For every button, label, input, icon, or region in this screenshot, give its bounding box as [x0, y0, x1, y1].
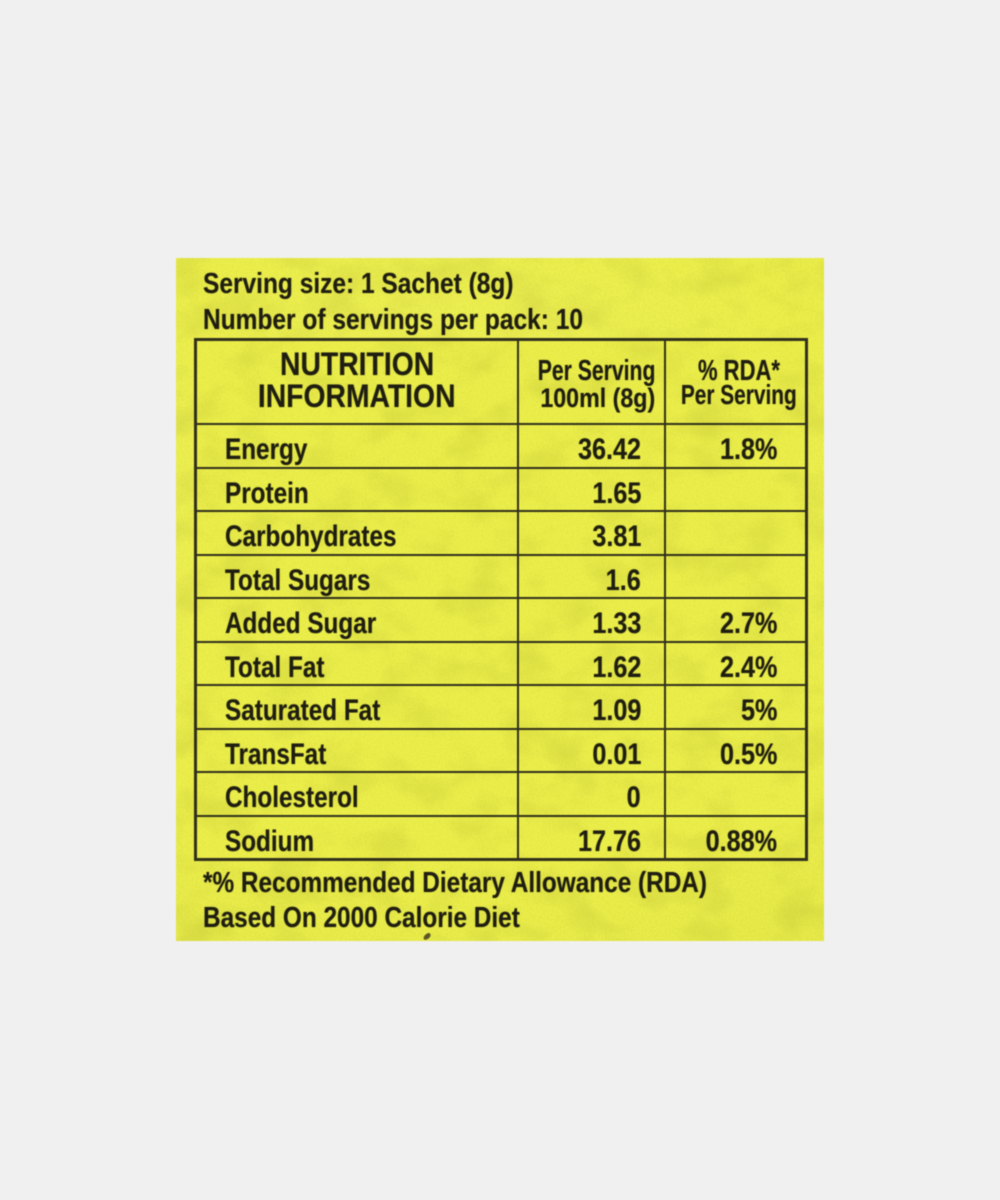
row-protein-name: Protein	[197, 468, 517, 510]
row-sodium-value-text: 17.76	[577, 824, 641, 858]
row-carbohydrates-value: 3.81	[519, 512, 664, 554]
row-total-fat-value-text: 1.62	[591, 650, 641, 684]
row-sodium-name-text: Sodium	[225, 824, 315, 858]
row-transfat-value-text: 0.01	[591, 737, 641, 771]
row-total-fat-rda: 2.4%	[666, 642, 805, 684]
row-cholesterol-value-text: 0	[626, 781, 641, 814]
row-energy-name-text: Energy	[225, 433, 308, 466]
row-added-sugar-value: 1.33	[519, 599, 664, 641]
servings-per-pack-line: Number of servings per pack: 10	[203, 303, 583, 336]
row-saturated-fat-name-text: Saturated Fat	[225, 694, 381, 727]
row-cholesterol-name: Cholesterol	[197, 773, 517, 815]
row-energy-name: Energy	[197, 425, 517, 467]
row-protein-name-text: Protein	[225, 476, 309, 510]
row-transfat-rda: 0.5%	[666, 729, 805, 771]
header-col3-line2: Per Serving	[680, 379, 797, 410]
footnote-calorie-row: Based On 2000 Calorie Diet	[203, 901, 803, 936]
header-per-serving: Per Serving 100ml (8g)	[519, 341, 664, 423]
row-saturated-fat-name: Saturated Fat	[197, 686, 517, 728]
row-total-fat-rda-text: 2.4%	[719, 650, 777, 684]
row-total-fat-name-text: Total Fat	[225, 650, 325, 684]
row-transfat-rda-text: 0.5%	[719, 737, 777, 771]
row-energy-value: 36.42	[519, 425, 664, 467]
servings-per-pack-row: Number of servings per pack: 10	[203, 303, 653, 339]
footnote-calorie-line: Based On 2000 Calorie Diet	[203, 902, 520, 934]
row-added-sugar-rda-text: 2.7%	[719, 607, 777, 640]
serving-size-row: Serving size: 1 Sachet (8g)	[203, 267, 653, 303]
serving-size-line: Serving size: 1 Sachet (8g)	[203, 268, 514, 300]
row-total-sugars-name: Total Sugars	[197, 555, 517, 597]
row-total-sugars-value-text: 1.6	[605, 563, 641, 597]
row-protein-value-text: 1.65	[591, 476, 641, 510]
nutrition-label: Serving size: 1 Sachet (8g) Number of se…	[176, 258, 824, 941]
footnote-rda-row: *% Recommended Dietary Allowance (RDA)	[203, 866, 803, 901]
row-total-sugars-rda	[666, 555, 805, 597]
header-col2-line2: 100ml (8g)	[540, 383, 655, 414]
header-nutrition-information: NUTRITION INFORMATION	[197, 341, 517, 423]
header-col2-line1: Per Serving	[537, 354, 656, 387]
row-carbohydrates-name-text: Carbohydrates	[225, 520, 397, 553]
footnote-rda-line: *% Recommended Dietary Allowance (RDA)	[203, 867, 708, 899]
row-saturated-fat-rda: 5%	[666, 686, 805, 728]
row-transfat-value: 0.01	[519, 729, 664, 771]
row-added-sugar-name-text: Added Sugar	[225, 607, 377, 640]
row-cholesterol-value: 0	[519, 773, 664, 815]
row-total-fat-value: 1.62	[519, 642, 664, 684]
row-sodium-value: 17.76	[519, 816, 664, 858]
row-protein-value: 1.65	[519, 468, 664, 510]
serving-info: Serving size: 1 Sachet (8g) Number of se…	[203, 267, 653, 338]
row-added-sugar-name: Added Sugar	[197, 599, 517, 641]
row-added-sugar-value-text: 1.33	[591, 607, 641, 640]
row-energy-rda: 1.8%	[666, 425, 805, 467]
row-transfat-name-text: TransFat	[225, 737, 327, 771]
footnote: *% Recommended Dietary Allowance (RDA) B…	[203, 866, 803, 936]
row-total-fat-name: Total Fat	[197, 642, 517, 684]
row-carbohydrates-name: Carbohydrates	[197, 512, 517, 554]
header-col1-line2: INFORMATION	[258, 377, 456, 414]
row-added-sugar-rda: 2.7%	[666, 599, 805, 641]
row-sodium-name: Sodium	[197, 816, 517, 858]
row-total-sugars-value: 1.6	[519, 555, 664, 597]
row-cholesterol-name-text: Cholesterol	[225, 781, 359, 814]
row-sodium-rda: 0.88%	[666, 816, 805, 858]
row-saturated-fat-value: 1.09	[519, 686, 664, 728]
row-carbohydrates-rda	[666, 512, 805, 554]
row-transfat-name: TransFat	[197, 729, 517, 771]
row-energy-rda-text: 1.8%	[719, 433, 777, 466]
row-cholesterol-rda	[666, 773, 805, 815]
row-energy-value-text: 36.42	[577, 433, 641, 466]
row-saturated-fat-rda-text: 5%	[740, 694, 777, 727]
header-col1-line1: NUTRITION	[279, 346, 435, 382]
row-total-sugars-name-text: Total Sugars	[225, 563, 371, 597]
row-carbohydrates-value-text: 3.81	[591, 520, 641, 553]
row-sodium-rda-text: 0.88%	[705, 824, 777, 858]
header-rda: % RDA* Per Serving	[666, 341, 805, 423]
row-saturated-fat-value-text: 1.09	[591, 694, 641, 727]
row-protein-rda	[666, 468, 805, 510]
nutrition-table: NUTRITION INFORMATION Per Serving 100ml …	[194, 338, 808, 861]
